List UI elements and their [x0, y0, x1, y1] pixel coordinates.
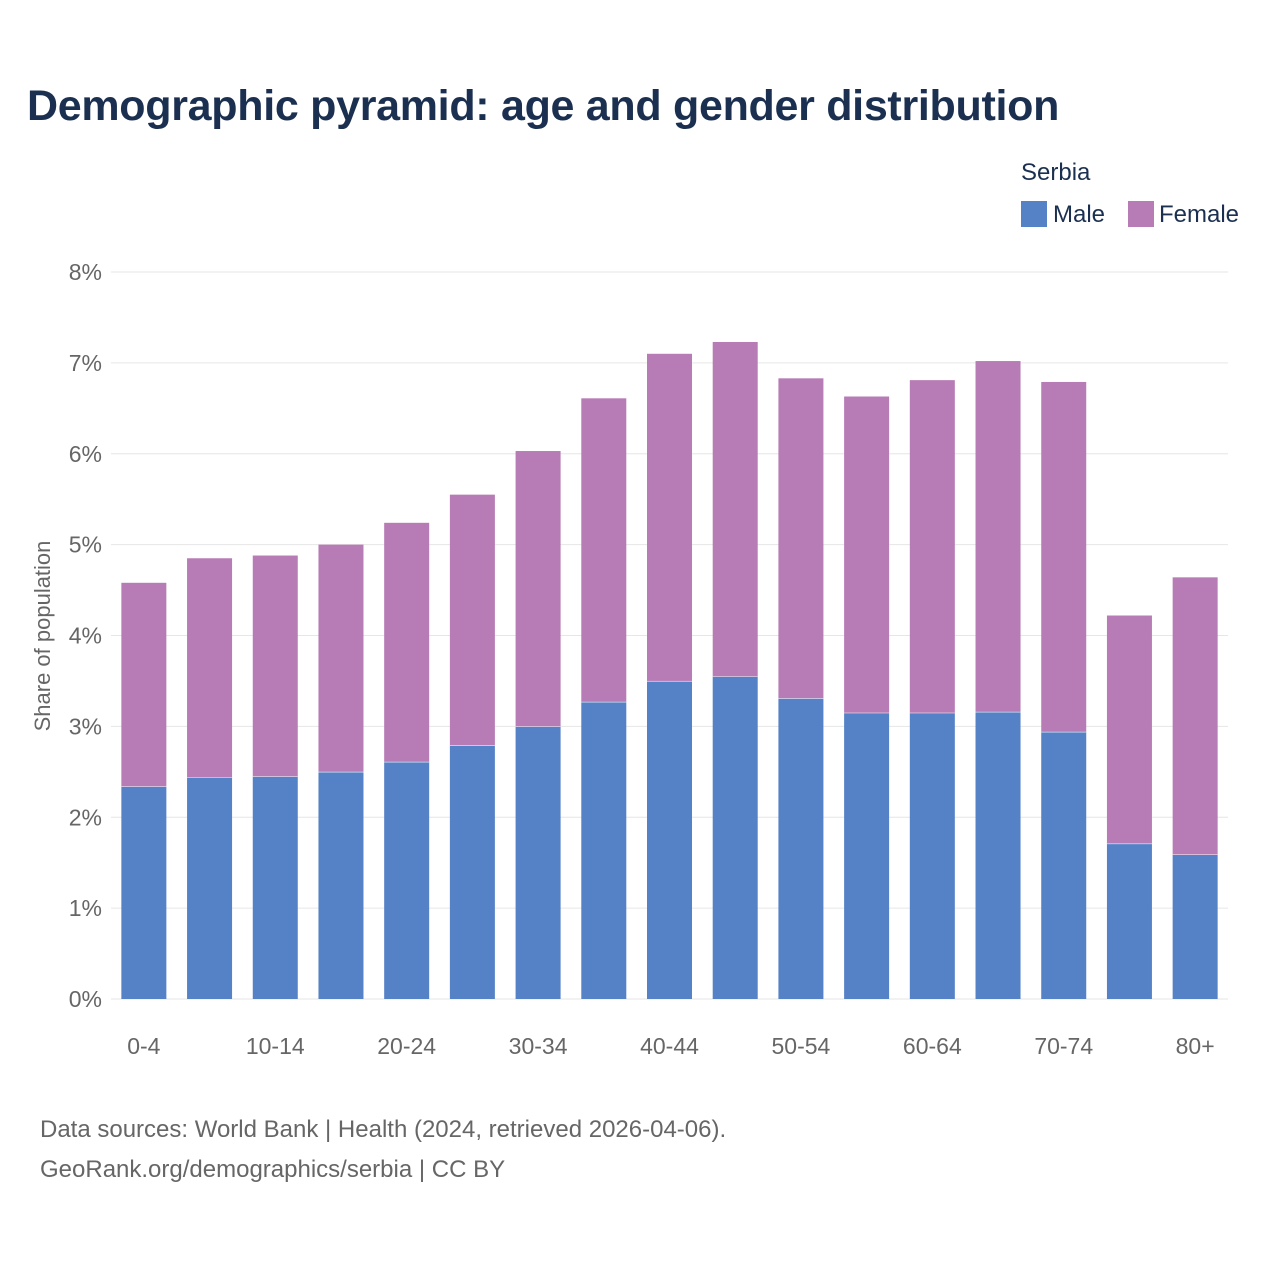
y-tick-label: 1%: [69, 895, 102, 921]
bar-female-40-44: [647, 353, 692, 681]
x-tick-label: 70-74: [1034, 1033, 1093, 1059]
bars: [121, 341, 1218, 999]
bar-female-10-14: [252, 555, 298, 777]
bar-male-10-14: [252, 776, 298, 999]
y-axis-ticks: 0% 1% 2% 3% 4% 5% 6% 7% 8%: [69, 259, 102, 1012]
bar-female-15-19: [318, 544, 364, 772]
bar-male-50-54: [778, 698, 824, 999]
bar-female-45-49: [712, 341, 758, 677]
bar-female-80+: [1172, 577, 1218, 855]
bar-male-15-19: [318, 771, 364, 999]
x-tick-label: 10-14: [246, 1033, 305, 1059]
bar-female-60-64: [909, 380, 955, 713]
legend-label-male: Male: [1053, 201, 1105, 228]
bar-female-20-24: [384, 522, 430, 762]
bar-female-25-29: [449, 494, 495, 746]
y-tick-label: 0%: [69, 986, 102, 1012]
bar-female-75-79: [1106, 615, 1152, 844]
x-axis-ticks: 0-4 10-14 20-24 30-34 40-44 50-54 60-64 70-74 80…: [127, 1033, 1214, 1059]
y-tick-label: 8%: [69, 259, 102, 285]
y-tick-label: 2%: [69, 804, 102, 830]
legend-title: Serbia: [1021, 159, 1091, 186]
bar-female-5-9: [187, 558, 233, 778]
y-axis-label: Share of population: [30, 541, 55, 732]
y-tick-label: 7%: [69, 350, 102, 376]
y-tick-label: 3%: [69, 713, 102, 739]
bar-male-80+: [1172, 854, 1218, 999]
bar-male-5-9: [187, 777, 233, 999]
y-tick-label: 6%: [69, 441, 102, 467]
x-tick-label: 50-54: [771, 1033, 830, 1059]
bar-female-70-74: [1041, 381, 1087, 732]
bar-male-20-24: [384, 761, 430, 999]
footer-source: Data sources: World Bank | Health (2024,…: [40, 1116, 727, 1143]
bar-male-30-34: [515, 726, 561, 999]
bar-female-65-69: [975, 361, 1021, 712]
legend-label-female: Female: [1159, 201, 1239, 228]
bar-female-55-59: [844, 396, 890, 713]
bar-female-35-39: [581, 398, 627, 702]
bar-male-70-74: [1041, 731, 1087, 999]
y-tick-label: 5%: [69, 532, 102, 558]
bar-male-55-59: [844, 712, 890, 999]
x-tick-label: 0-4: [127, 1033, 160, 1059]
x-tick-label: 80+: [1176, 1033, 1215, 1059]
y-tick-label: 4%: [69, 623, 102, 649]
bar-male-35-39: [581, 701, 627, 999]
bar-male-45-49: [712, 676, 758, 999]
chart-title: Demographic pyramid: age and gender dist…: [27, 82, 1060, 130]
bar-male-25-29: [449, 745, 495, 999]
x-tick-label: 20-24: [377, 1033, 436, 1059]
bar-male-60-64: [909, 712, 955, 999]
bar-female-30-34: [515, 451, 561, 727]
footer-credit[interactable]: GeoRank.org/demographics/serbia | CC BY: [40, 1156, 506, 1183]
x-tick-label: 30-34: [509, 1033, 568, 1059]
bar-male-0-4: [121, 786, 167, 999]
legend-swatch-male: [1021, 201, 1047, 227]
bar-female-0-4: [121, 582, 167, 787]
legend-swatch-female: [1128, 201, 1154, 227]
bar-female-50-54: [778, 378, 824, 699]
x-tick-label: 40-44: [640, 1033, 699, 1059]
bar-male-65-69: [975, 711, 1021, 999]
bar-male-40-44: [647, 680, 692, 999]
x-tick-label: 60-64: [903, 1033, 962, 1059]
bar-male-75-79: [1106, 843, 1152, 999]
legend: Serbia Male Female: [1021, 159, 1239, 228]
